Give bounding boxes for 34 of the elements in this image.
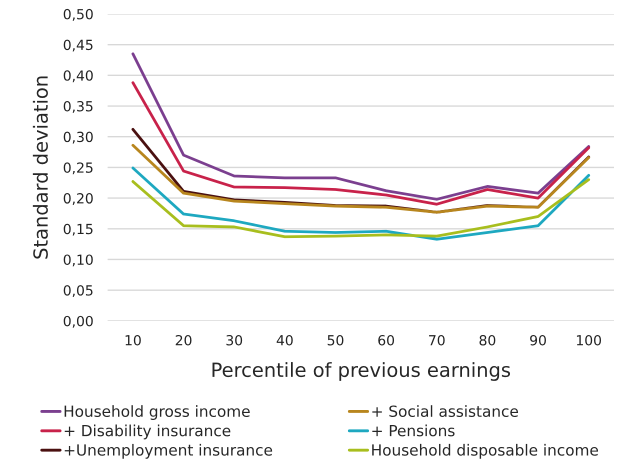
- y-tick-label: 0,30: [64, 132, 93, 144]
- x-tick-label: 50: [328, 334, 344, 346]
- legend-label: + Disability insurance: [64, 424, 230, 440]
- line-series: [132, 178, 590, 238]
- x-tick-label: 40: [276, 334, 293, 346]
- x-tick-label: 90: [530, 334, 546, 346]
- legend-label: +Unemployment insurance: [64, 444, 272, 459]
- y-tick-label: 0,25: [64, 162, 93, 174]
- x-axis-title: Percentile of previous earnings: [212, 362, 510, 381]
- x-tick-label: 80: [480, 334, 496, 346]
- y-tick-label: 0,20: [64, 193, 93, 205]
- y-tick-label: 0,10: [64, 254, 93, 266]
- y-axis-title: Standard deviation: [32, 76, 48, 259]
- legend-label: + Pensions: [372, 424, 455, 436]
- line-series: [132, 52, 590, 201]
- x-tick-label: 100: [576, 334, 602, 346]
- y-tick-label: 0,15: [64, 224, 93, 236]
- x-tick-label: 60: [378, 334, 394, 346]
- y-tick-label: 0,50: [64, 8, 93, 21]
- legend-label: Household disposable income: [372, 444, 598, 459]
- line-series: [132, 144, 590, 214]
- y-tick-label: 0,45: [64, 40, 93, 52]
- legend-label: + Social assistance: [372, 405, 518, 418]
- x-tick-label: 70: [429, 334, 445, 346]
- line-series: [132, 166, 590, 241]
- y-tick-label: 0,35: [64, 100, 93, 113]
- x-tick-label: 30: [226, 334, 242, 346]
- y-tick-label: 0,00: [64, 316, 93, 328]
- y-tick-label: 0,05: [64, 285, 93, 298]
- legend-label: Household gross income: [64, 405, 250, 420]
- x-tick-label: 20: [176, 334, 192, 346]
- line-series: [132, 81, 590, 206]
- y-tick-label: 0,40: [64, 70, 93, 82]
- x-tick-label: 10: [126, 334, 141, 346]
